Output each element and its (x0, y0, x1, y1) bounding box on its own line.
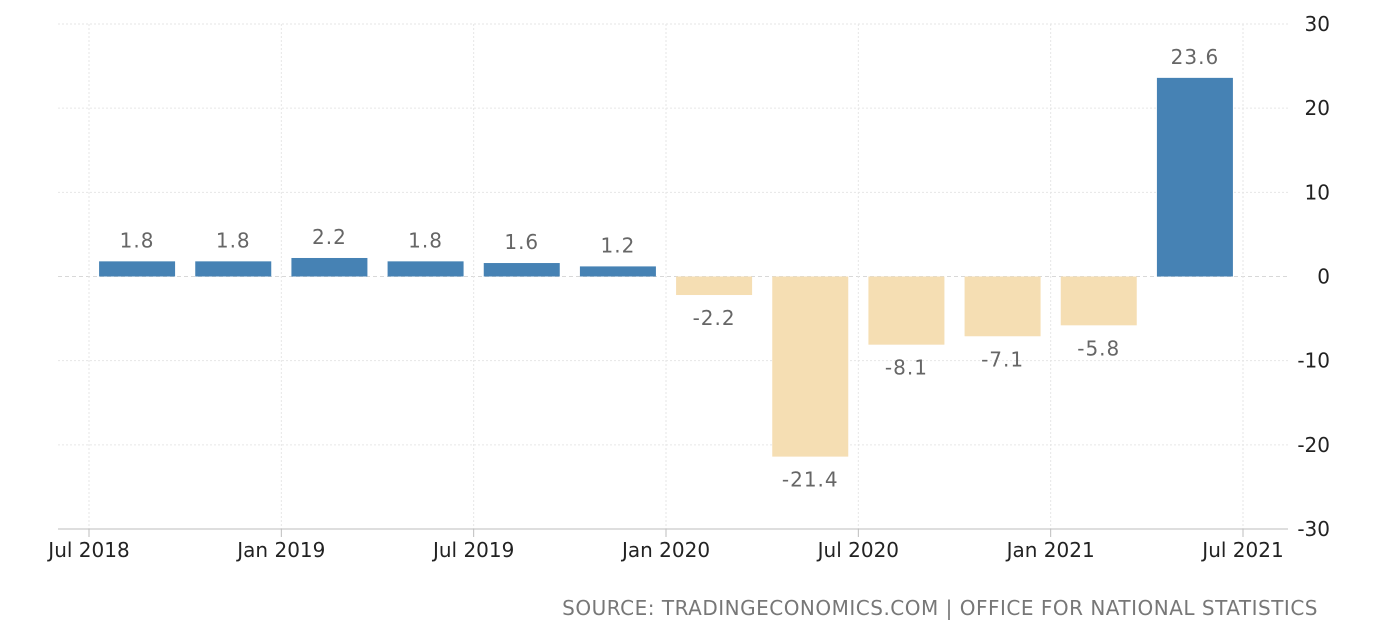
x-tick-label: Jan 2020 (620, 538, 710, 562)
data-label: 1.8 (216, 228, 251, 252)
y-axis: 30 20 10 0 -10 -20 -30 (1297, 12, 1330, 541)
bar (772, 276, 849, 457)
x-tick-label: Jan 2021 (1005, 538, 1095, 562)
bar (868, 276, 945, 345)
data-label: 1.6 (504, 230, 539, 254)
bar (291, 257, 368, 277)
data-label: -2.2 (693, 306, 736, 330)
x-axis: Jul 2018 Jan 2019 Jul 2019 Jan 2020 Jul 2020… (46, 528, 1288, 562)
data-label: -8.1 (885, 356, 928, 380)
data-label: 1.2 (601, 233, 636, 257)
x-tick-label: Jul 2021 (1200, 538, 1283, 562)
bar (483, 263, 560, 277)
data-label: 23.6 (1171, 45, 1220, 69)
bar (387, 261, 464, 277)
y-tick-label: -10 (1297, 349, 1330, 373)
x-tick-label: Jul 2019 (431, 538, 514, 562)
bar (676, 276, 753, 296)
data-label: 1.8 (408, 228, 443, 252)
data-label: -21.4 (782, 468, 839, 492)
y-tick-label: 20 (1305, 96, 1330, 120)
bars (99, 77, 1233, 457)
y-tick-label: 30 (1305, 12, 1330, 36)
x-tick-label: Jul 2020 (816, 538, 899, 562)
data-label: 1.8 (120, 228, 155, 252)
source-note: SOURCE: TRADINGECONOMICS.COM | OFFICE FO… (562, 596, 1318, 620)
data-label: -5.8 (1077, 336, 1120, 360)
y-tick-label: 10 (1305, 180, 1330, 204)
bar (964, 276, 1041, 337)
data-labels: 1.8 1.8 2.2 1.8 1.6 1.2 -2.2 -21.4 -8.1 -7.1 -5.8 2… (120, 45, 1220, 492)
data-label: -7.1 (981, 347, 1024, 371)
y-tick-label: 0 (1317, 265, 1330, 289)
x-tick-label: Jul 2018 (46, 538, 129, 562)
bar (579, 266, 656, 277)
data-label: 2.2 (312, 225, 347, 249)
y-tick-label: -20 (1297, 433, 1330, 457)
bar (195, 261, 272, 277)
bar (1156, 77, 1233, 277)
y-tick-label: -30 (1297, 517, 1330, 541)
x-tick-label: Jan 2019 (235, 538, 325, 562)
bar (99, 261, 176, 277)
bar (1060, 276, 1137, 326)
